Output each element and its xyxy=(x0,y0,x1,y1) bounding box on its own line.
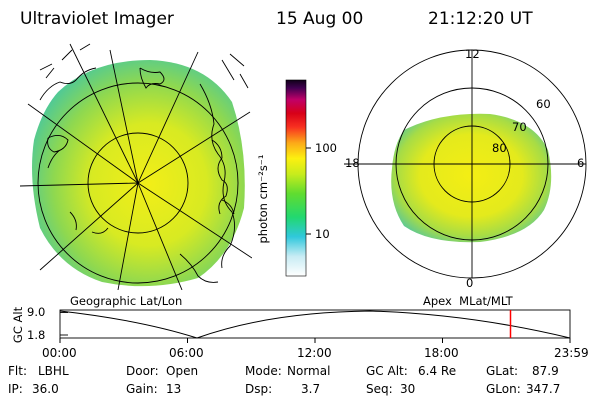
apex-caption: Apex MLat/MLT xyxy=(423,294,513,308)
mlat-70-label: 70 xyxy=(512,120,527,134)
coastlines xyxy=(39,43,249,283)
mlat-60-label: 60 xyxy=(536,97,551,111)
colorbar-tick-10: 10 xyxy=(315,227,330,241)
image-time: 21:12:20 UT xyxy=(428,9,533,29)
ip-value: 36.0 xyxy=(32,382,59,396)
glon-label: GLon: xyxy=(486,382,521,396)
door-label: Door: xyxy=(126,364,159,378)
altitude-curve xyxy=(59,310,571,339)
apex-polar-plot xyxy=(344,49,587,279)
dsp-label: Dsp: xyxy=(245,382,273,396)
image-date: 15 Aug 00 xyxy=(276,9,364,29)
mlt-12-label: 12 xyxy=(465,47,480,61)
mlt-6-label: 6 xyxy=(577,156,585,170)
glat-value: 87.9 xyxy=(532,364,559,378)
x-tick-1: 06:00 xyxy=(169,346,204,360)
instrument-title: Ultraviolet Imager xyxy=(20,9,174,29)
altitude-y-min: 1.8 xyxy=(27,328,46,342)
door-value: Open xyxy=(166,364,199,378)
colorbar xyxy=(285,79,307,277)
flt-label: Flt: xyxy=(8,364,27,378)
gain-value: 13 xyxy=(166,382,182,396)
auroral-oval-image xyxy=(391,113,552,243)
glat-label: GLat: xyxy=(486,364,519,378)
gain-label: Gain: xyxy=(126,382,158,396)
altitude-axis-label: GC Alt xyxy=(11,306,25,344)
glon-value: 347.7 xyxy=(526,382,561,396)
ip-label: IP: xyxy=(8,382,23,396)
gcalt-label: GC Alt: xyxy=(366,364,408,378)
mode-label: Mode: xyxy=(245,364,282,378)
auroral-emission-blob xyxy=(32,60,245,287)
geographic-image xyxy=(20,43,252,290)
x-tick-0: 00:00 xyxy=(42,346,77,360)
lat-lon-grid xyxy=(20,43,252,290)
seq-value: 30 xyxy=(400,382,416,396)
mlt-18-label: 18 xyxy=(345,156,360,170)
altitude-y-max: 9.0 xyxy=(27,305,46,319)
flt-value: LBHL xyxy=(38,364,69,378)
gcalt-value: 6.4 Re xyxy=(418,364,457,378)
x-tick-2: 12:00 xyxy=(297,346,332,360)
colorbar-tick-100: 100 xyxy=(315,141,337,155)
mode-value: Normal xyxy=(287,364,331,378)
altitude-plot xyxy=(59,309,571,343)
altitude-plot-frame xyxy=(59,309,571,339)
x-tick-3: 18:00 xyxy=(424,346,459,360)
mlt-0-label: 0 xyxy=(466,276,474,290)
dsp-value: 3.7 xyxy=(301,382,321,396)
colorbar-unit-label: photon cm⁻²s⁻¹ xyxy=(256,154,270,244)
seq-label: Seq: xyxy=(366,382,393,396)
mlat-80-label: 80 xyxy=(492,141,507,155)
x-tick-4: 23:59 xyxy=(554,346,589,360)
geographic-caption: Geographic Lat/Lon xyxy=(70,294,183,308)
